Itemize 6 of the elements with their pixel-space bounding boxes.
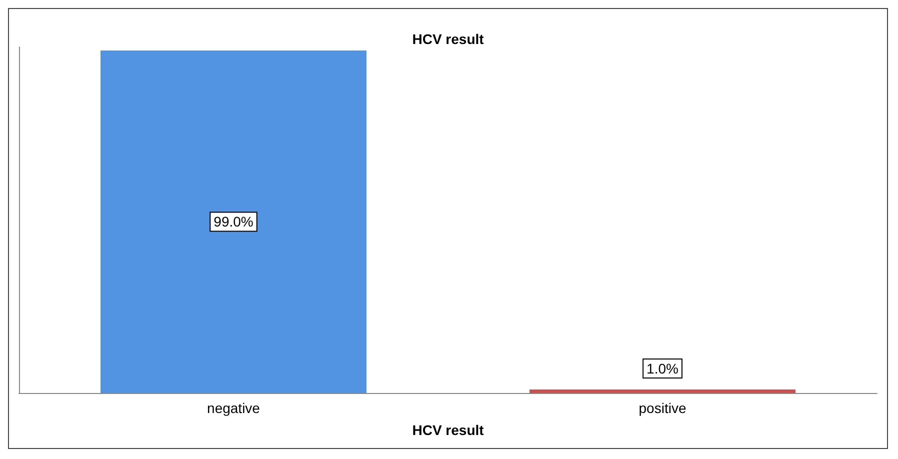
x-axis-title: HCV result (412, 422, 484, 438)
data-label: 99.0% (214, 214, 254, 230)
x-tick-label: negative (207, 400, 260, 416)
x-tick-label: positive (638, 400, 686, 416)
data-label: 1.0% (646, 360, 678, 377)
chart-title: HCV result (412, 31, 484, 47)
